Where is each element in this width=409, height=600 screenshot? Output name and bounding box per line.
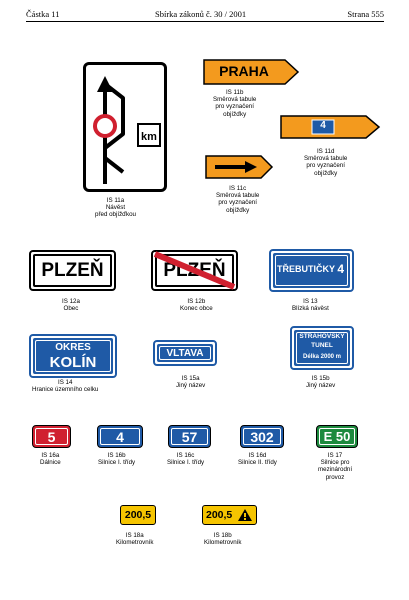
sign-is18a: 200,5 [120, 505, 156, 525]
sign-is16a: 5 [32, 425, 71, 448]
sign-is15a: VLTAVA [153, 340, 217, 366]
caption-is15b: IS 15b Jiný název [306, 375, 336, 390]
caption-is12a: IS 12a Obec [62, 298, 80, 313]
header-rule [26, 21, 384, 22]
sign-is11d [280, 115, 381, 139]
caption-is16d: IS 16d Silnice II. třídy [238, 452, 277, 467]
sign-is16c: 57 [168, 425, 211, 448]
header-right: Strana 555 [347, 9, 384, 19]
header-center: Sbírka zákonů č. 30 / 2001 [155, 9, 247, 19]
sign-is17: E 50 [316, 425, 358, 448]
caption-is18a: IS 18a Kilometrovník [116, 532, 154, 547]
sign-is11a-km: km [141, 131, 157, 143]
caption-is16a: IS 16a Dálnice [40, 452, 61, 467]
caption-is11a: IS 11a Návěst před objížďkou [95, 197, 136, 219]
caption-is11c: IS 11c Směrová tabule pro vyznačení objížďk… [216, 185, 260, 214]
caption-is13: IS 13 Blízká návěst [292, 298, 329, 313]
caption-is11b: IS 11b Směrová tabule pro vyznačení objížďk… [213, 89, 257, 118]
detour-diagram-icon [93, 76, 161, 184]
sign-is11b [203, 59, 300, 85]
caption-is11d: IS 11d Směrová tabule pro vyznačení objížďk… [304, 148, 348, 177]
sign-is16d: 302 [240, 425, 284, 448]
sign-is11a: km [83, 62, 167, 192]
caption-is14: IS 14 Hranice územního celku [32, 379, 99, 394]
header-left: Částka 11 [26, 9, 60, 19]
sign-is16b: 4 [97, 425, 143, 448]
caption-is12b: IS 12b Konec obce [180, 298, 213, 313]
warning-icon [238, 509, 252, 521]
sign-is11d-text: 4 [320, 120, 326, 131]
caption-is16c: IS 16c Silnice I. třídy [167, 452, 205, 467]
sign-is12a: PLZEŇ [29, 250, 116, 291]
caption-is17: IS 17 Silnice pro mezinárodní provoz [318, 452, 353, 481]
sign-is11c [205, 155, 274, 179]
sign-is15b: STRAHOVSKÝ TUNEL Délka 2000 m [290, 326, 354, 370]
sign-is13: TŘEBUTIČKY 4 [269, 249, 354, 292]
sign-is12b: PLZEŇ [151, 250, 238, 291]
caption-is16b: IS 16b Silnice I. třídy [98, 452, 136, 467]
caption-is15a: IS 15a Jiný název [176, 375, 206, 390]
sign-is11b-text: PRAHA [219, 63, 269, 79]
sign-is18b: 200,5 [202, 505, 257, 525]
sign-is14: OKRES KOLÍN [29, 334, 117, 378]
caption-is18b: IS 18b Kilometrovník [204, 532, 242, 547]
end-strike-icon [153, 250, 235, 290]
